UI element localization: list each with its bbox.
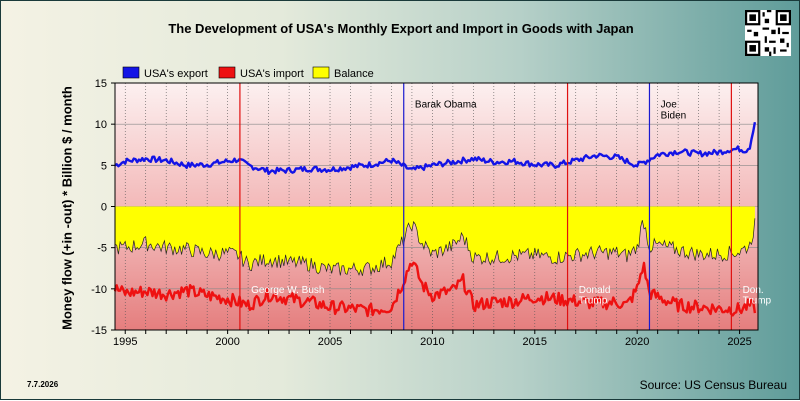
legend-label: USA's import [240, 68, 304, 80]
export-line [114, 121, 757, 176]
x-tick-label: 2000 [215, 336, 239, 348]
president-annotation: Trump [579, 296, 608, 307]
legend-label: USA's export [144, 68, 208, 80]
president-annotation: Don. [743, 285, 764, 296]
chart-title: The Development of USA's Monthly Export … [168, 21, 634, 36]
x-tick-label: 2005 [318, 336, 342, 348]
president-annotation: George W. Bush [251, 285, 324, 296]
president-annotation: Biden [661, 110, 687, 121]
x-tick-label: 2025 [727, 336, 751, 348]
plot-bg-positive [115, 83, 758, 207]
qr-code-icon [745, 10, 791, 56]
y-tick-label: 0 [101, 202, 107, 214]
y-tick-label: -10 [91, 284, 107, 296]
legend-swatch [312, 66, 330, 79]
x-tick-label: 2020 [625, 336, 649, 348]
president-annotation: Trump [743, 296, 772, 307]
legend-label: Balance [334, 68, 374, 80]
balance-line [114, 218, 756, 276]
y-tick-label: -15 [91, 325, 107, 337]
date-stamp: 7.7.2026 [27, 380, 59, 389]
y-axis-label: Money flow (+in -out) * Billion $ / mont… [59, 86, 75, 330]
y-tick-label: 15 [95, 78, 107, 90]
president-annotation: Barak Obama [415, 100, 477, 111]
x-tick-label: 2015 [523, 336, 547, 348]
legend-swatch [218, 66, 236, 79]
legend-swatch [122, 66, 140, 79]
x-tick-label: 1995 [113, 336, 137, 348]
president-annotation: Donald [579, 285, 611, 296]
y-tick-label: 10 [95, 119, 107, 131]
import-line [113, 261, 757, 318]
y-tick-label: -5 [97, 243, 107, 255]
president-annotation: Joe [661, 100, 678, 111]
source-note: Source: US Census Bureau [639, 378, 787, 392]
x-tick-label: 2010 [420, 336, 444, 348]
y-tick-label: 5 [101, 160, 107, 172]
